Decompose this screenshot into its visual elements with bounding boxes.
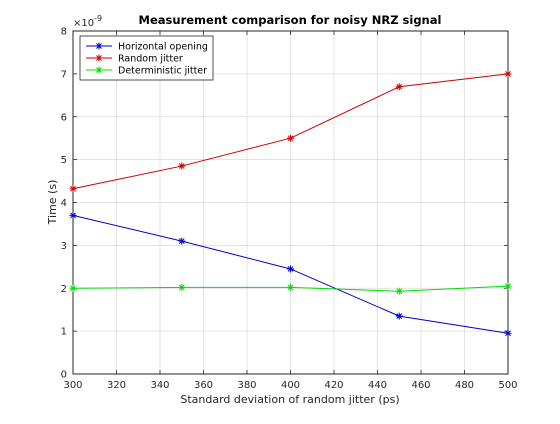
y-tick-label: 5 [61, 155, 67, 166]
y-tick-label: 8 [61, 27, 67, 38]
data-point [504, 282, 512, 290]
y-tick-label: 0 [61, 370, 67, 381]
data-point [395, 287, 403, 295]
legend-marker [95, 54, 103, 62]
legend-label: Deterministic jitter [118, 66, 207, 77]
data-point [69, 211, 77, 219]
y-tick-label: 3 [61, 241, 67, 252]
data-point [287, 283, 294, 291]
data-point [178, 162, 186, 170]
data-point [395, 312, 403, 320]
data-point [178, 283, 186, 291]
legend-item-3: Deterministic jitter [86, 66, 207, 77]
series-2 [69, 70, 512, 193]
x-tick-label: 320 [107, 380, 126, 391]
data-point [287, 265, 294, 273]
y-tick-label: 1 [61, 327, 67, 338]
series-3 [69, 282, 512, 295]
x-tick-label: 380 [237, 380, 256, 391]
x-tick-label: 440 [368, 380, 387, 391]
chart-title: Measurement comparison for noisy NRZ sig… [139, 13, 442, 27]
legend-label: Random jitter [118, 54, 183, 65]
legend-label: Horizontal opening [118, 42, 208, 53]
data-point [395, 83, 403, 91]
data-point [178, 237, 186, 245]
data-point [504, 70, 512, 78]
x-tick-label: 400 [281, 380, 300, 391]
data-point [69, 284, 77, 292]
legend-item-2: Random jitter [86, 54, 183, 65]
y-axis-exponent-base: ×10 [73, 18, 94, 29]
y-tick-label: 6 [61, 112, 67, 123]
x-tick-label: 300 [63, 380, 82, 391]
x-tick-label: 500 [498, 380, 517, 391]
data-point [69, 185, 77, 193]
y-tick-label: 2 [61, 284, 67, 295]
x-tick-label: 420 [324, 380, 343, 391]
y-axis-exponent: ×10-9 [73, 14, 102, 29]
y-axis-ticks: 0 1 2 3 4 5 6 7 8 [61, 27, 508, 381]
data-point [504, 329, 512, 337]
legend-item-1: Horizontal opening [86, 42, 208, 53]
x-tick-label: 480 [455, 380, 474, 391]
y-tick-label: 4 [61, 198, 67, 209]
x-axis-label: Standard deviation of random jitter (ps) [180, 393, 399, 406]
x-tick-label: 340 [150, 380, 169, 391]
x-tick-label: 460 [411, 380, 430, 391]
x-tick-label: 360 [194, 380, 213, 391]
y-tick-label: 7 [61, 69, 67, 80]
series-1 [69, 211, 512, 337]
y-axis-label: Time (s) [46, 180, 59, 226]
y-axis-exponent-power: -9 [94, 14, 102, 23]
data-point [287, 134, 294, 142]
legend-marker [95, 42, 103, 50]
legend-marker [95, 66, 103, 74]
series-lines [69, 70, 512, 337]
x-axis-ticks: 300 320 340 360 380 400 420 440 460 480 500 [63, 31, 518, 391]
